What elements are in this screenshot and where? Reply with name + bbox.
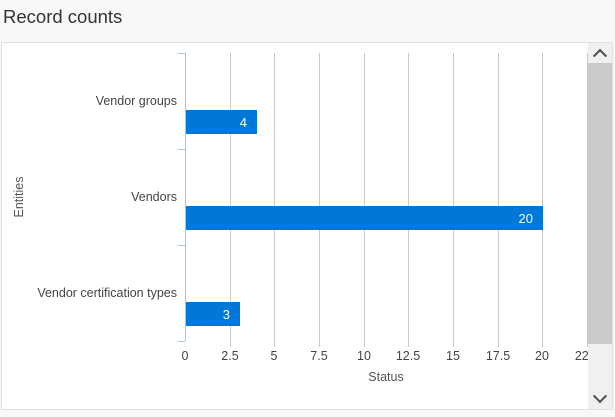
bar[interactable]: 3 [186,302,240,326]
bar[interactable]: 20 [186,206,543,230]
gridline [364,53,365,347]
bar-value-label: 3 [222,306,230,322]
x-tick-label: 17.5 [485,349,511,363]
gridline [408,53,409,347]
y-axis-tick [178,341,185,342]
x-tick-label: 0 [181,349,189,363]
scroll-down-button[interactable] [588,389,612,409]
x-tick-label: 10 [357,349,371,363]
page-title: Record counts [3,6,123,27]
x-tick-label: 12.5 [395,349,421,363]
x-axis-title: Status [368,370,404,384]
bar[interactable]: 4 [186,110,257,134]
gridline [587,53,588,347]
gridline [230,53,231,347]
x-tick-label: 2.5 [221,349,239,363]
gridline [453,53,454,347]
y-axis-tick [178,149,185,150]
y-axis-line [185,53,186,341]
vertical-scrollbar[interactable] [588,43,612,409]
gridline [542,53,543,347]
plot-area: 0 2.5 5 7.5 10 12.5 15 17.5 20 22.5 Vendor groups 4… [37,53,599,363]
gridline [274,53,275,347]
x-tick-label: 15 [446,349,460,363]
y-axis-tick [178,245,185,246]
category-label: Vendors [131,190,177,204]
gridline [319,53,320,347]
x-tick-label: 7.5 [310,349,328,363]
chevron-up-icon [592,48,608,63]
x-tick-label: 20 [535,349,549,363]
bar-value-label: 20 [518,210,533,226]
chevron-down-icon [592,389,608,404]
y-axis-tick [178,53,185,54]
scrollbar-thumb[interactable] [588,63,612,344]
gridline [498,53,499,347]
bar-value-label: 4 [239,114,247,130]
scroll-up-button[interactable] [588,43,612,63]
category-label: Vendor certification types [37,286,177,300]
category-label: Vendor groups [95,94,177,108]
x-tick-label: 5 [270,349,278,363]
